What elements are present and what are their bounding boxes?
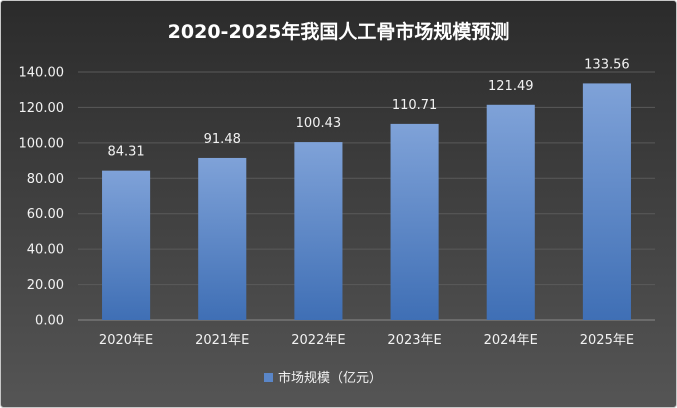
y-tick-label: 20.00	[27, 278, 64, 293]
data-label: 110.71	[392, 98, 438, 113]
bar	[390, 123, 439, 321]
data-labels: 84.31 91.48 100.43 110.71 121.49 133.56	[107, 57, 629, 159]
x-category-label: 2024年E	[484, 333, 538, 348]
x-category-label: 2022年E	[291, 333, 345, 348]
legend: 市场规模（亿元）	[264, 370, 382, 386]
data-label: 121.49	[488, 79, 534, 94]
bar	[198, 157, 247, 320]
data-label: 91.48	[204, 132, 241, 147]
y-tick-label: 120.00	[19, 101, 65, 116]
data-label: 100.43	[296, 116, 342, 131]
y-tick-label: 0.00	[35, 314, 64, 329]
chart-title: 2020-2025年我国人工骨市场规模预测	[168, 20, 510, 43]
bars	[102, 83, 631, 321]
bar	[486, 104, 535, 320]
bar	[294, 142, 343, 320]
y-tick-label: 40.00	[27, 243, 64, 258]
x-axis-category-labels: 2020年E 2021年E 2022年E 2023年E 2024年E 2025年E	[99, 333, 634, 348]
data-label: 133.56	[584, 57, 630, 72]
x-category-label: 2020年E	[99, 333, 153, 348]
y-axis-tick-labels: 0.00 20.00 40.00 60.00 80.00 100.00 120.00 140.…	[19, 66, 65, 329]
legend-label: 市场规模（亿元）	[278, 370, 382, 386]
gridlines	[78, 71, 655, 286]
y-tick-label: 140.00	[19, 66, 65, 81]
x-category-label: 2023年E	[387, 333, 441, 348]
bar	[582, 83, 631, 321]
legend-swatch	[264, 373, 273, 382]
x-category-label: 2025年E	[580, 333, 634, 348]
x-category-label: 2021年E	[195, 333, 249, 348]
bar	[102, 170, 151, 320]
y-tick-label: 60.00	[27, 207, 64, 222]
y-tick-label: 80.00	[27, 172, 64, 187]
data-label: 84.31	[107, 145, 144, 160]
y-tick-label: 100.00	[19, 136, 65, 151]
